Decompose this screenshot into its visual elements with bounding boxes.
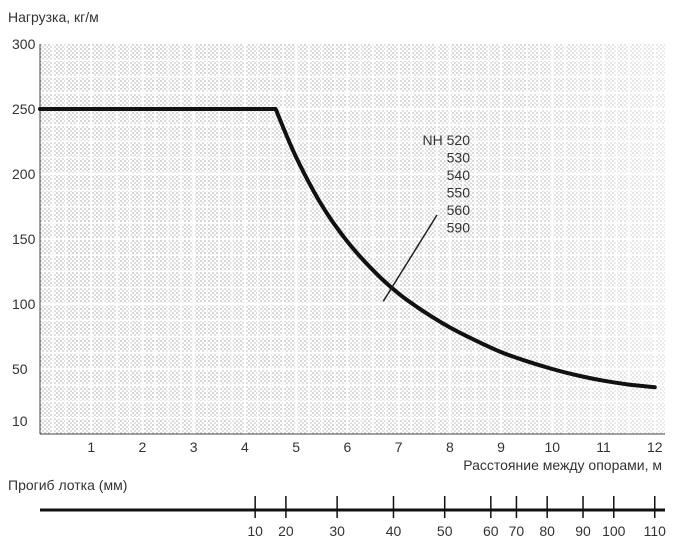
y-tick-label: 250 xyxy=(12,101,36,117)
annotation-line: NH 520 xyxy=(423,132,471,148)
series-group xyxy=(38,107,657,390)
deflection-tick-label: 20 xyxy=(278,523,294,539)
deflection-tick-label: 110 xyxy=(644,523,667,539)
x-tick-label: 9 xyxy=(497,439,505,455)
deflection-tick-label: 40 xyxy=(386,523,402,539)
x-axis-label: Расстояние между опорами, м xyxy=(463,457,662,473)
x-tick-label: 10 xyxy=(545,439,561,455)
deflection-label: Прогиб лотка (мм) xyxy=(8,477,127,493)
deflection-tick-label: 90 xyxy=(575,523,591,539)
y-tick-label: 300 xyxy=(12,36,36,52)
x-tick-label: 3 xyxy=(190,439,198,455)
y-tick-label: 10 xyxy=(12,413,28,429)
annotation-line: 540 xyxy=(447,167,471,183)
x-tick-label: 4 xyxy=(241,439,249,455)
deflection-tick-label: 60 xyxy=(483,523,499,539)
deflection-ticks: 10 20 30 40 50 60 70 80 90 100 110 xyxy=(247,496,666,539)
y-tick-label: 100 xyxy=(12,296,36,312)
deflection-tick-label: 70 xyxy=(509,523,525,539)
x-tick-label: 7 xyxy=(395,439,403,455)
x-tick-label: 11 xyxy=(596,439,611,455)
x-tick-labels: 1 2 3 4 5 6 7 8 9 10 11 12 xyxy=(87,439,662,455)
series-line xyxy=(38,107,657,390)
horizontal-grid xyxy=(40,59,665,419)
deflection-tick-label: 80 xyxy=(539,523,555,539)
x-tick-label: 5 xyxy=(292,439,300,455)
deflection-tick-label: 10 xyxy=(247,523,263,539)
deflection-tick-label: 50 xyxy=(437,523,453,539)
x-tick-label: 12 xyxy=(647,439,663,455)
y-axis-label: Нагрузка, кг/м xyxy=(8,9,99,25)
y-tick-label: 50 xyxy=(12,361,28,377)
y-tick-labels: 10 50 100 150 200 250 300 xyxy=(12,36,36,429)
deflection-tick-label: 100 xyxy=(602,523,626,539)
annotation-line: 560 xyxy=(447,202,471,218)
annotation-line: 550 xyxy=(447,185,471,201)
x-tick-label: 2 xyxy=(139,439,147,455)
deflection-tick-label: 30 xyxy=(329,523,345,539)
x-tick-label: 1 xyxy=(87,439,95,455)
x-tick-label: 6 xyxy=(343,439,351,455)
annotation-line: 530 xyxy=(447,150,471,166)
y-tick-label: 150 xyxy=(12,231,36,247)
annotation-pointer xyxy=(382,214,438,302)
annotation-line: 590 xyxy=(447,220,471,236)
x-tick-label: 8 xyxy=(446,439,454,455)
y-tick-label: 200 xyxy=(12,166,36,182)
